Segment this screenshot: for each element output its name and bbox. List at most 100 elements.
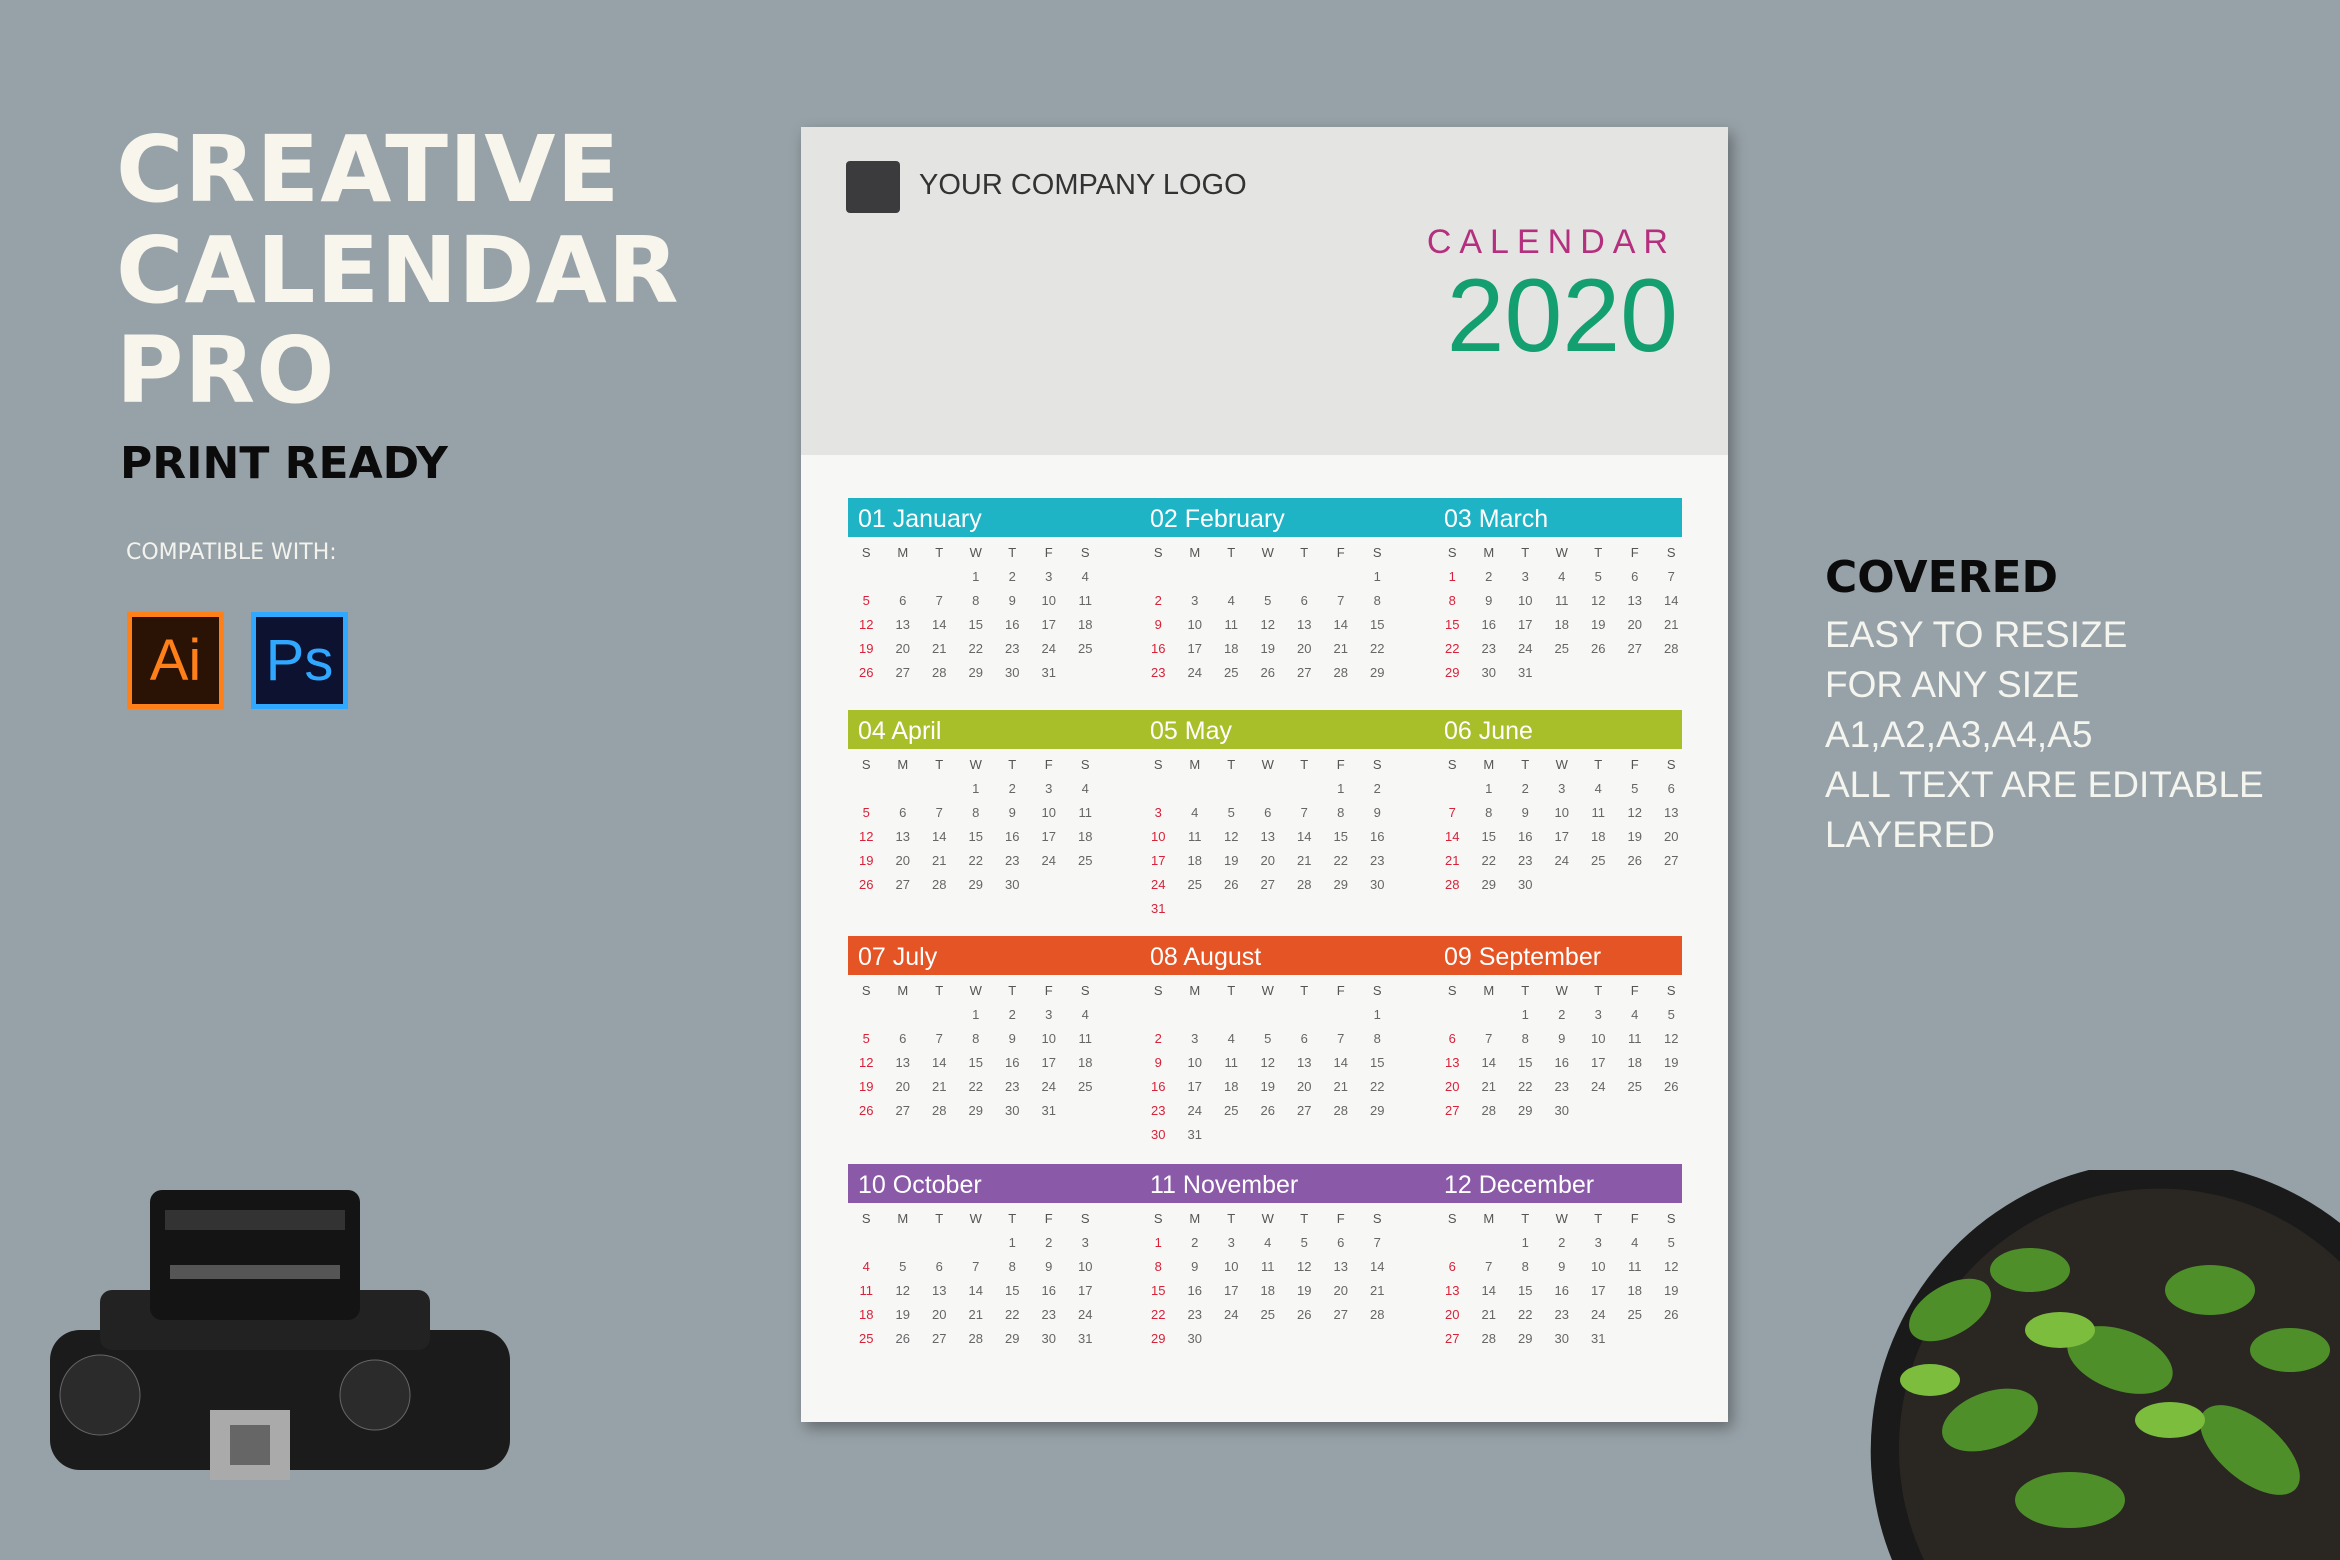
day-cell: 22 bbox=[1518, 1079, 1533, 1094]
day-cell: 16 bbox=[1554, 1055, 1569, 1070]
weekday-label: T bbox=[1521, 983, 1530, 998]
day-cell: 13 bbox=[895, 617, 910, 632]
day-cell: 2 bbox=[1008, 1007, 1016, 1022]
day-cell: 15 bbox=[968, 1055, 983, 1070]
weekday-label: T bbox=[1008, 545, 1017, 560]
day-cell: 24 bbox=[1554, 853, 1569, 868]
day-cell: 7 bbox=[1485, 1031, 1493, 1046]
headline-line-2: CALENDAR bbox=[116, 217, 680, 324]
empty-cell bbox=[921, 1003, 958, 1027]
month-block: 01 January S M T W T F S 1 2 3 4 5 6 7 8 9 10 11 12 13 14 15 16… bbox=[848, 498, 1140, 685]
day-cell: 23 bbox=[1151, 665, 1166, 680]
day-cell: 15 bbox=[1151, 1283, 1166, 1298]
weekday-label: F bbox=[1630, 1211, 1639, 1226]
day-cell: 16 bbox=[1481, 617, 1496, 632]
weekday-label: F bbox=[1630, 983, 1639, 998]
weekday-label: S bbox=[1447, 757, 1457, 772]
day-cell: 12 bbox=[1260, 617, 1275, 632]
day-cell: 13 bbox=[1260, 829, 1275, 844]
day-cell: 31 bbox=[1078, 1331, 1093, 1346]
month-name: 01 January bbox=[858, 505, 982, 533]
day-cell: 30 bbox=[1005, 877, 1020, 892]
day-cell: 2 bbox=[1045, 1235, 1053, 1250]
day-cell: 4 bbox=[1227, 1031, 1235, 1046]
day-cell: 7 bbox=[1337, 593, 1345, 608]
day-cell: 20 bbox=[1260, 853, 1275, 868]
month-block: 11 November S M T W T F S 1 2 3 4 5 6 7 8 9 10 11 12 13 14 15 1… bbox=[1140, 1164, 1432, 1351]
day-cell: 8 bbox=[1008, 1259, 1016, 1274]
company-logo-text: YOUR COMPANY LOGO bbox=[919, 169, 1247, 201]
day-cell: 5 bbox=[1300, 1235, 1308, 1250]
day-cell: 6 bbox=[1667, 781, 1675, 796]
day-cell: 9 bbox=[1154, 1055, 1162, 1070]
day-cell: 15 bbox=[1445, 617, 1460, 632]
day-cell: 31 bbox=[1591, 1331, 1606, 1346]
weekday-label: T bbox=[1227, 983, 1236, 998]
month-grid: S M T W T F S 1 2 3 4 5 6 7 8 9 10 11 12 13 14 15 16 17 18 19 20 21… bbox=[1434, 979, 1726, 1123]
day-cell: 7 bbox=[935, 805, 943, 820]
day-cell: 22 bbox=[1481, 853, 1496, 868]
day-cell: 20 bbox=[932, 1307, 947, 1322]
empty-cell bbox=[885, 565, 922, 589]
day-cell: 22 bbox=[968, 1079, 983, 1094]
day-cell: 9 bbox=[1485, 593, 1493, 608]
weekday-label: W bbox=[1261, 1211, 1274, 1226]
day-cell: 26 bbox=[859, 1103, 874, 1118]
weekday-label: S bbox=[861, 545, 871, 560]
month-row-bar bbox=[848, 710, 1682, 749]
day-cell: 10 bbox=[1591, 1259, 1606, 1274]
feature-4: ALL TEXT ARE EDITABLE bbox=[1825, 764, 2264, 805]
day-cell: 7 bbox=[1448, 805, 1456, 820]
covered-heading: COVERED bbox=[1825, 552, 2059, 603]
day-cell: 6 bbox=[1631, 569, 1639, 584]
day-cell: 3 bbox=[1191, 593, 1199, 608]
day-cell: 14 bbox=[968, 1283, 983, 1298]
day-cell: 2 bbox=[1485, 569, 1493, 584]
month-name: 03 March bbox=[1444, 505, 1549, 533]
day-cell: 27 bbox=[895, 877, 910, 892]
year: 2020 bbox=[1446, 258, 1678, 374]
day-cell: 17 bbox=[1554, 829, 1569, 844]
weekday-label: W bbox=[1261, 983, 1274, 998]
day-cell: 2 bbox=[1154, 593, 1162, 608]
day-cell: 19 bbox=[1260, 641, 1275, 656]
day-cell: 24 bbox=[1591, 1307, 1606, 1322]
day-cell: 6 bbox=[1448, 1031, 1456, 1046]
empty-cell bbox=[1140, 1003, 1177, 1027]
month-block: 03 March S M T W T F S 1 2 3 4 5 6 7 8 9 10 11 12 13 14 15 16 17… bbox=[1434, 498, 1726, 685]
day-cell: 13 bbox=[1627, 593, 1642, 608]
day-cell: 19 bbox=[1297, 1283, 1312, 1298]
weekday-label: T bbox=[1521, 757, 1530, 772]
day-cell: 20 bbox=[1664, 829, 1679, 844]
day-cell: 10 bbox=[1518, 593, 1533, 608]
day-cell: 11 bbox=[859, 1283, 874, 1298]
day-cell: 16 bbox=[1041, 1283, 1056, 1298]
day-cell: 18 bbox=[1591, 829, 1606, 844]
day-cell: 4 bbox=[1191, 805, 1199, 820]
day-cell: 8 bbox=[1337, 805, 1345, 820]
day-cell: 1 bbox=[1008, 1235, 1016, 1250]
weekday-label: S bbox=[861, 1211, 871, 1226]
day-cell: 5 bbox=[1227, 805, 1235, 820]
day-cell: 27 bbox=[1445, 1103, 1460, 1118]
day-cell: 21 bbox=[1481, 1307, 1496, 1322]
day-cell: 11 bbox=[1591, 805, 1606, 820]
month-row-bar bbox=[848, 498, 1682, 537]
weekday-label: M bbox=[1483, 757, 1495, 772]
day-cell: 16 bbox=[1151, 1079, 1166, 1094]
weekday-label: S bbox=[1666, 1211, 1676, 1226]
day-cell: 4 bbox=[1081, 781, 1089, 796]
day-cell: 17 bbox=[1151, 853, 1166, 868]
day-cell: 16 bbox=[1518, 829, 1533, 844]
day-cell: 15 bbox=[1370, 1055, 1385, 1070]
month-grid: S M T W T F S 1 2 3 4 5 6 7 8 9 10 11 12 13 14 15 16 17 18 19 20 21… bbox=[1434, 541, 1726, 685]
day-cell: 4 bbox=[862, 1259, 870, 1274]
weekday-label: T bbox=[935, 983, 944, 998]
day-cell: 25 bbox=[1627, 1307, 1642, 1322]
day-cell: 6 bbox=[1300, 593, 1308, 608]
day-cell: 4 bbox=[1264, 1235, 1272, 1250]
day-cell: 9 bbox=[1191, 1259, 1199, 1274]
day-cell: 17 bbox=[1041, 617, 1056, 632]
illustrator-label: Ai bbox=[149, 628, 202, 693]
compatible-label: COMPATIBLE WITH: bbox=[126, 540, 337, 565]
